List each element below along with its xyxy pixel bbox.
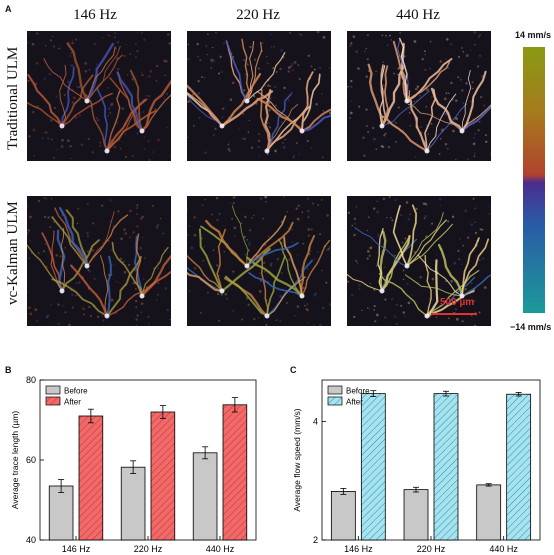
- chart-c-bar-before: [403, 489, 429, 541]
- chart-b-legend-label: Before: [64, 387, 88, 396]
- chart-b-bar-before: [120, 466, 146, 541]
- chart-c-bar-after: [433, 393, 459, 541]
- chart-c-legend-swatch: [327, 385, 343, 395]
- scale-bar-label: 500 µm: [440, 297, 475, 308]
- frequency-label-440: 440 Hz: [396, 7, 440, 23]
- chart-c-bar-before: [330, 491, 356, 541]
- chart-c-bar-after: [360, 393, 386, 541]
- chart-b-legend-swatch: [45, 396, 61, 406]
- panel-c-letter: C: [290, 365, 297, 375]
- chart-b-bar-before: [48, 485, 74, 541]
- chart-b-bar-before: [192, 452, 218, 541]
- image-traditional-146hz: [27, 31, 171, 161]
- frequency-label-146: 146 Hz: [73, 7, 117, 23]
- panel-b-letter: B: [5, 365, 12, 375]
- chart-c-legend-label: After: [346, 398, 363, 407]
- chart-c-legend-label: Before: [346, 387, 370, 396]
- frequency-label-220: 220 Hz: [236, 7, 280, 23]
- chart-c-bar-after: [506, 393, 532, 541]
- chart-b-ytick-label: 40: [26, 535, 36, 545]
- chart-c-xtick-label: 440 Hz: [489, 544, 518, 554]
- velocity-colorbar: [523, 47, 545, 313]
- colorbar-max-label: 14 mm/s: [515, 30, 552, 40]
- image-kalman-440hz: [347, 196, 491, 326]
- chart-c-ytick-label: 4: [313, 416, 318, 426]
- image-kalman-220hz: [187, 196, 331, 326]
- chart-c-xtick-label: 220 Hz: [417, 544, 446, 554]
- panel-a-letter: A: [5, 4, 12, 14]
- chart-b-xtick-label: 146 Hz: [62, 544, 91, 554]
- image-traditional-440hz: [347, 31, 491, 161]
- chart-b-xtick-label: 440 Hz: [206, 544, 235, 554]
- chart-c-ytick-label: 2: [313, 535, 318, 545]
- chart-b-xtick-label: 220 Hz: [134, 544, 163, 554]
- chart-c-bar-before: [476, 484, 502, 541]
- chart-b-ytick-label: 80: [26, 375, 36, 385]
- row-label-vc-kalman: vc-Kalman ULM: [5, 201, 21, 305]
- chart-b-ylabel: Average trace length (µm): [10, 411, 20, 509]
- chart-c-flow-speed: 2 4 Average flow speed (mm/s) 146 Hz 220 Hz 4…: [292, 379, 541, 554]
- chart-b-bar-after: [150, 411, 176, 541]
- scale-bar: [431, 313, 477, 315]
- chart-b-legend-swatch: [45, 385, 61, 395]
- chart-b-bar-after: [78, 415, 104, 541]
- chart-b-ytick-label: 60: [26, 455, 36, 465]
- chart-c-xtick-label: 146 Hz: [344, 544, 373, 554]
- chart-b-bar-after: [222, 404, 248, 541]
- chart-b-trace-length: 40 60 80 Average trace length (µm) 146 Hz 220…: [10, 375, 257, 554]
- colorbar-min-label: −14 mm/s: [510, 322, 552, 332]
- chart-b-legend-label: After: [64, 398, 81, 407]
- chart-c-ylabel: Average flow speed (mm/s): [292, 408, 302, 511]
- row-label-traditional: Traditional ULM: [5, 46, 21, 150]
- chart-c-legend-swatch: [327, 396, 343, 406]
- image-kalman-146hz: [27, 196, 171, 326]
- image-traditional-220hz: [187, 31, 331, 161]
